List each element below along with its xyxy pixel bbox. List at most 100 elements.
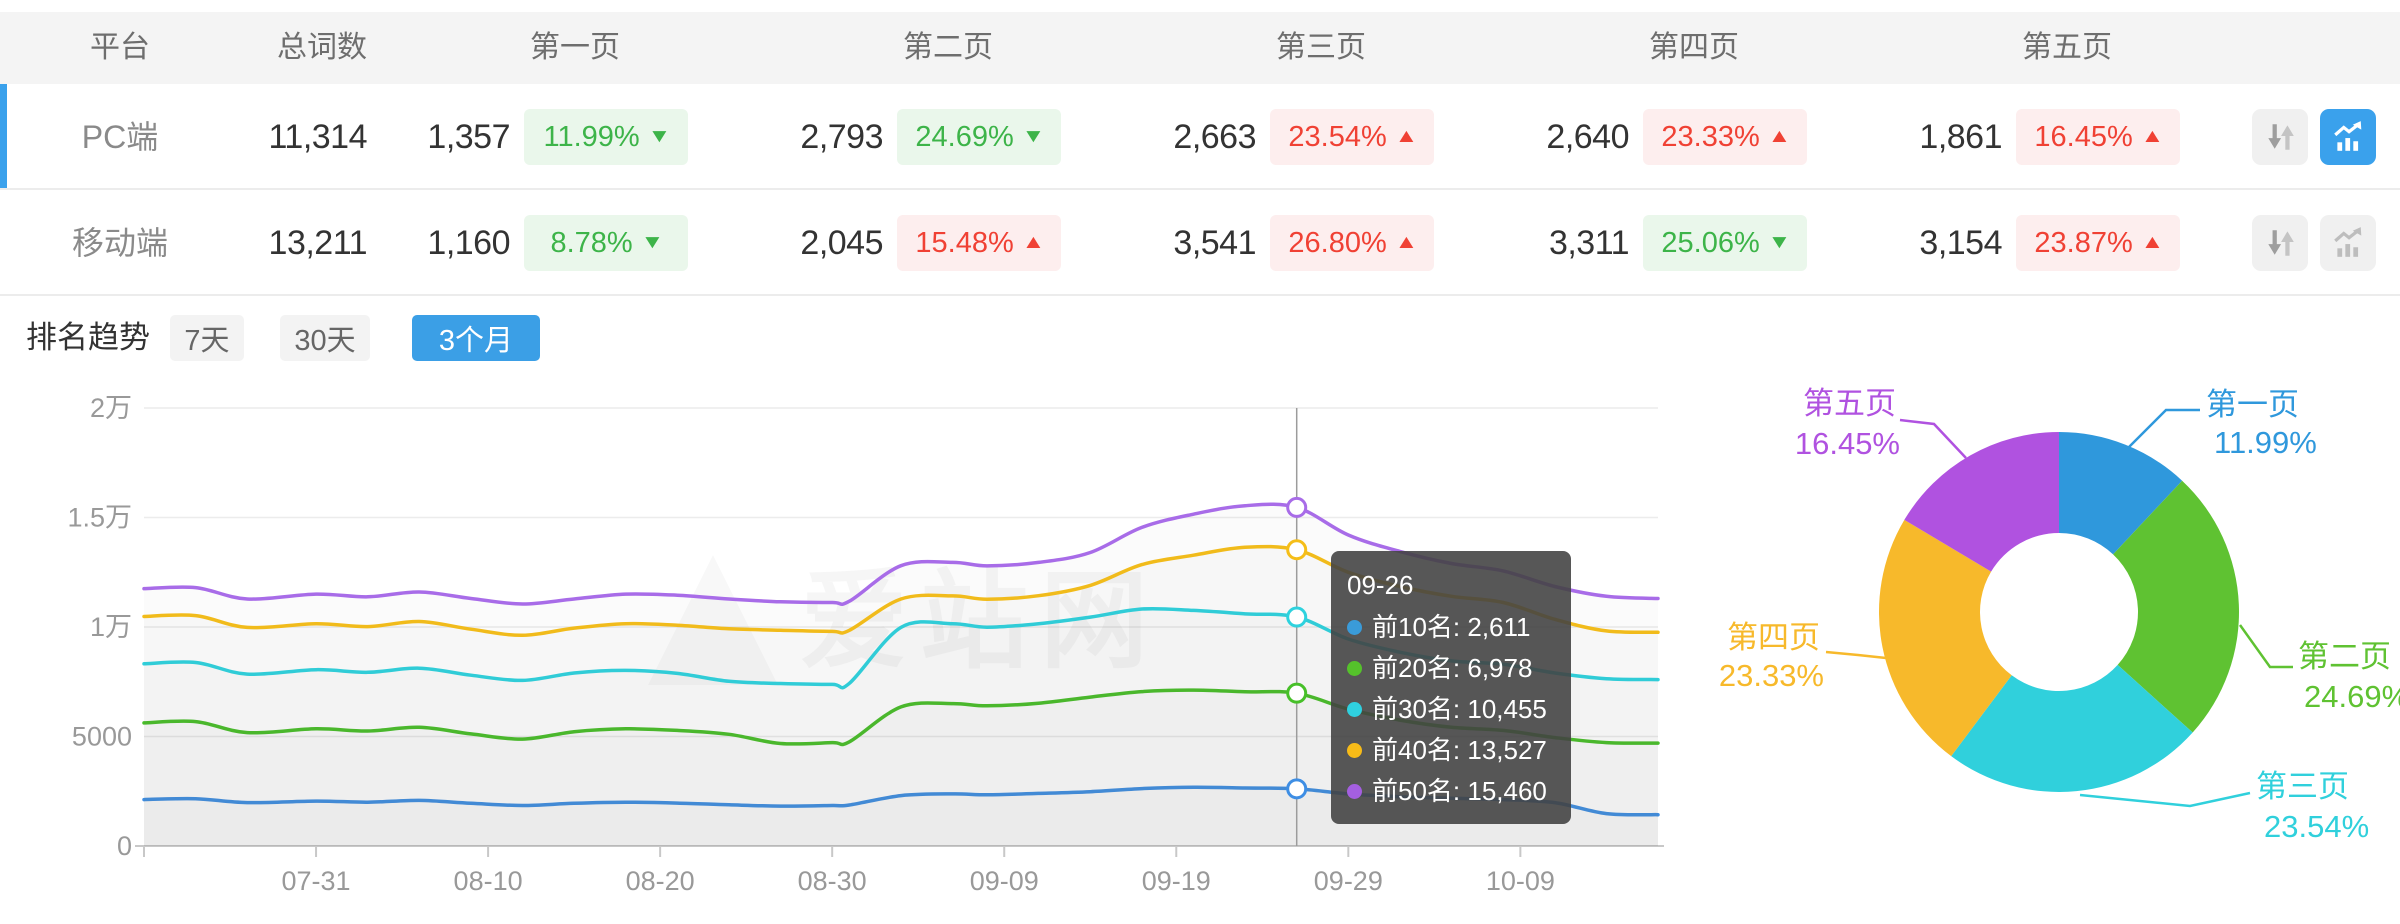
donut-label-leader: [1899, 418, 1967, 459]
page2-change-badge: 15.48% ▲: [897, 215, 1061, 271]
page1-count: 1,160: [427, 224, 510, 262]
tooltip-row: 前50名: 15,460: [1347, 771, 1555, 812]
trend-chart-icon: [2334, 227, 2362, 257]
badge-arrow-icon: ▲: [2140, 232, 2164, 253]
badge-arrow-icon: ▼: [647, 126, 671, 147]
donut-slice-第四页[interactable]: [1878, 519, 2012, 757]
crosshair-marker-前30名: [1286, 606, 1308, 628]
x-axis-label: 08-10: [454, 866, 523, 896]
chart-tooltip: 09-26 前10名: 2,611 前20名: 6,978 前30名: 10,4…: [1331, 551, 1571, 824]
crosshair-marker-前40名: [1286, 539, 1308, 561]
trend-section-title: 排名趋势: [26, 320, 150, 355]
series-dot-icon: [1347, 620, 1362, 635]
donut-label-leader: [2238, 624, 2293, 669]
series-dot-icon: [1347, 661, 1362, 676]
badge-pct: 11.99%: [543, 120, 640, 153]
donut-slice-第一页[interactable]: [2059, 432, 2183, 555]
donut-label-percent: 16.45%: [1795, 426, 1900, 461]
page3-count: 2,663: [1173, 118, 1256, 156]
tooltip-value: 前50名: 15,460: [1372, 776, 1547, 806]
donut-label-name: 第一页: [2206, 387, 2299, 422]
badge-pct: 26.80%: [1288, 226, 1387, 259]
tooltip-value: 前20名: 6,978: [1372, 653, 1533, 683]
donut-label-percent: 23.33%: [1719, 658, 1824, 693]
badge-pct: 8.78%: [550, 226, 633, 259]
x-axis-label: 08-30: [798, 866, 867, 896]
page2-count: 2,045: [800, 224, 883, 262]
trend-chart-button[interactable]: [2320, 109, 2376, 165]
page4-count: 3,311: [1548, 224, 1630, 262]
header-platform: 平台: [90, 31, 150, 64]
series-dot-icon: [1347, 743, 1362, 758]
page1-change-badge: 8.78% ▼: [524, 215, 688, 271]
badge-pct: 24.69%: [915, 120, 1014, 153]
header-page3: 第三页: [1276, 31, 1366, 64]
badge-arrow-icon: ▲: [2140, 126, 2164, 147]
page2-count: 2,793: [800, 118, 883, 156]
badge-arrow-icon: ▲: [1394, 126, 1418, 147]
tooltip-value: 前10名: 2,611: [1372, 612, 1531, 642]
series-dot-icon: [1347, 784, 1362, 799]
badge-pct: 23.54%: [1288, 120, 1387, 153]
donut-label-name: 第五页: [1803, 386, 1896, 421]
header-page2: 第二页: [903, 31, 993, 64]
tooltip-row: 前10名: 2,611: [1347, 607, 1555, 648]
tooltip-value: 前40名: 13,527: [1372, 735, 1547, 765]
platform-label: 移动端: [71, 225, 168, 261]
table-row-pc[interactable]: PC端 11,314 1,357 11.99% ▼ 2,793 24.69% ▼ 2…: [0, 84, 2400, 190]
header-page4: 第四页: [1649, 31, 1739, 64]
sort-arrows-icon: [2268, 124, 2294, 150]
crosshair-marker-前50名: [1286, 496, 1308, 518]
donut-slice-第五页[interactable]: [1904, 432, 2059, 572]
badge-pct: 16.45%: [2034, 120, 2133, 153]
badge-arrow-icon: ▼: [1767, 232, 1791, 253]
donut-label-name: 第三页: [2256, 769, 2349, 804]
tooltip-value: 前30名: 10,455: [1372, 694, 1547, 724]
selected-row-indicator: [0, 84, 7, 188]
range-tab-7d[interactable]: 7天: [170, 315, 244, 361]
page1-count: 1,357: [427, 118, 510, 156]
page4-count: 2,640: [1546, 118, 1629, 156]
page2-change-badge: 24.69% ▼: [897, 109, 1061, 165]
donut-slice-第二页[interactable]: [2113, 480, 2239, 733]
y-axis-label: 0: [117, 831, 132, 861]
tooltip-date: 09-26: [1347, 570, 1414, 600]
badge-pct: 15.48%: [915, 226, 1014, 259]
sort-arrows-button[interactable]: [2252, 109, 2308, 165]
page3-count: 3,541: [1173, 224, 1256, 262]
trend-and-distribution-charts[interactable]: 07-31 08-10 08-20 08-30 09-09 09-19 09-29 10-09…: [0, 380, 2400, 924]
donut-label-leader: [2127, 408, 2200, 449]
y-axis-label: 5000: [72, 722, 132, 752]
donut-slice-第三页[interactable]: [1951, 664, 2193, 792]
sort-arrows-button[interactable]: [2252, 215, 2308, 271]
x-axis-label: 08-20: [626, 866, 695, 896]
donut-label-percent: 11.99%: [2214, 425, 2317, 460]
badge-arrow-icon: ▲: [1394, 232, 1418, 253]
tooltip-row: 前20名: 6,978: [1347, 648, 1555, 689]
trend-toolbar: 排名趋势 7天 30天 3个月: [0, 296, 2400, 380]
trend-chart-button[interactable]: [2320, 215, 2376, 271]
table-row-mobile[interactable]: 移动端 13,211 1,160 8.78% ▼ 2,045 15.48% ▲ 3,…: [0, 190, 2400, 296]
page3-change-badge: 23.54% ▲: [1270, 109, 1434, 165]
range-tab-30d[interactable]: 30天: [280, 315, 370, 361]
page3-change-badge: 26.80% ▲: [1270, 215, 1434, 271]
header-page1: 第一页: [530, 31, 620, 64]
badge-arrow-icon: ▼: [1021, 126, 1045, 147]
x-axis-label: 09-19: [1142, 866, 1211, 896]
header-total: 总词数: [277, 31, 367, 64]
donut-label-leader: [2079, 791, 2251, 808]
total-words-value: 13,211: [268, 224, 368, 262]
badge-pct: 23.87%: [2034, 226, 2133, 259]
donut-label-percent: 23.54%: [2264, 809, 2369, 844]
badge-pct: 23.33%: [1661, 120, 1760, 153]
badge-arrow-icon: ▲: [1767, 126, 1791, 147]
table-header-row: 平台 总词数 第一页 第二页 第三页 第四页 第五页: [0, 12, 2400, 84]
range-tab-3m[interactable]: 3个月: [412, 315, 540, 361]
tooltip-row: 前40名: 13,527: [1347, 730, 1555, 771]
donut-label-leader: [1825, 650, 1887, 660]
series-dot-icon: [1347, 702, 1362, 717]
trend-chart-icon: [2334, 121, 2362, 151]
page5-count: 1,861: [1919, 118, 2002, 156]
y-axis-label: 2万: [90, 393, 132, 423]
